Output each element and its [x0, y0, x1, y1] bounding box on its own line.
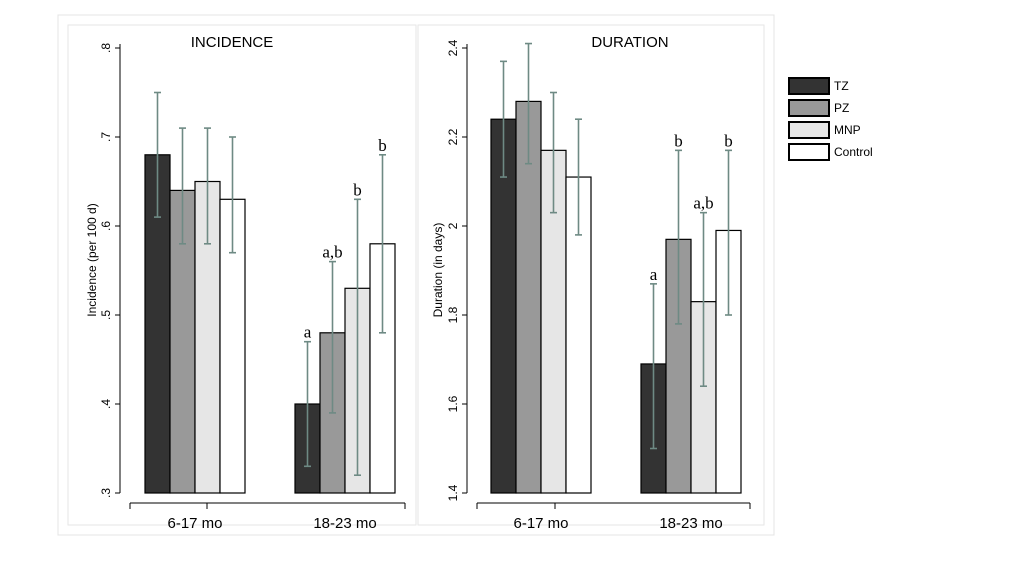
significance-label: b — [378, 136, 387, 155]
x-category-label: 18-23 mo — [659, 515, 722, 532]
bar-pz — [515, 100, 542, 494]
legend-swatch-control — [788, 143, 830, 161]
legend-label-control: Control — [834, 145, 873, 159]
y-tick-label: 1.8 — [446, 306, 460, 323]
incidence-error-bars — [154, 91, 386, 477]
significance-label: b — [724, 131, 733, 150]
significance-label: b — [674, 131, 683, 150]
x-category-label: 18-23 mo — [313, 515, 376, 532]
significance-label: a — [304, 323, 312, 342]
duration-y-axis: 1.4 1.6 1.8 2 2.2 2.4 — [446, 39, 468, 501]
legend-swatch-pz — [788, 99, 830, 117]
incidence-y-axis-label: Incidence (per 100 d) — [85, 203, 99, 316]
incidence-x-axis: 6-17 mo 18-23 mo — [129, 502, 406, 532]
y-tick-label: .4 — [99, 399, 113, 409]
significance-label: b — [353, 180, 362, 199]
duration-panel: DURATION Duration (in days) 1.4 1.6 1.8 2 2.… — [417, 24, 765, 532]
y-tick-label: 2.2 — [446, 128, 460, 145]
significance-label: a,b — [322, 243, 342, 262]
significance-label: a,b — [693, 194, 713, 213]
y-tick-label: 1.4 — [446, 484, 460, 501]
y-tick-label: .8 — [99, 43, 113, 53]
significance-label: a — [650, 265, 658, 284]
y-tick-label: .6 — [99, 221, 113, 231]
incidence-title: INCIDENCE — [191, 34, 274, 51]
y-tick-label: 1.6 — [446, 395, 460, 412]
incidence-significance-labels: a a,b b b — [304, 136, 387, 342]
x-category-label: 6-17 mo — [167, 515, 222, 532]
duration-title: DURATION — [591, 34, 668, 51]
duration-y-axis-label: Duration (in days) — [431, 223, 445, 318]
bar-tz — [490, 118, 517, 494]
legend-swatch-tz — [788, 77, 830, 95]
x-category-label: 6-17 mo — [513, 515, 568, 532]
duration-significance-labels: a b a,b b — [650, 131, 733, 284]
y-tick-label: .3 — [99, 488, 113, 498]
y-tick-label: .7 — [99, 132, 113, 142]
legend: TZ PZ MNP Control — [788, 77, 873, 161]
legend-label-pz: PZ — [834, 101, 849, 115]
duration-x-axis: 6-17 mo 18-23 mo — [476, 502, 751, 532]
legend-label-mnp: MNP — [834, 123, 861, 137]
legend-label-tz: TZ — [834, 79, 849, 93]
incidence-panel: INCIDENCE Incidence (per 100 d) .3 .4 .5 .6… — [67, 24, 417, 532]
y-tick-label: 2.4 — [446, 39, 460, 56]
y-tick-label: .5 — [99, 310, 113, 320]
incidence-y-axis: .3 .4 .5 .6 .7 .8 — [99, 43, 121, 498]
legend-swatch-mnp — [788, 121, 830, 139]
y-tick-label: 2 — [446, 222, 460, 229]
duration-error-bars — [500, 42, 732, 450]
